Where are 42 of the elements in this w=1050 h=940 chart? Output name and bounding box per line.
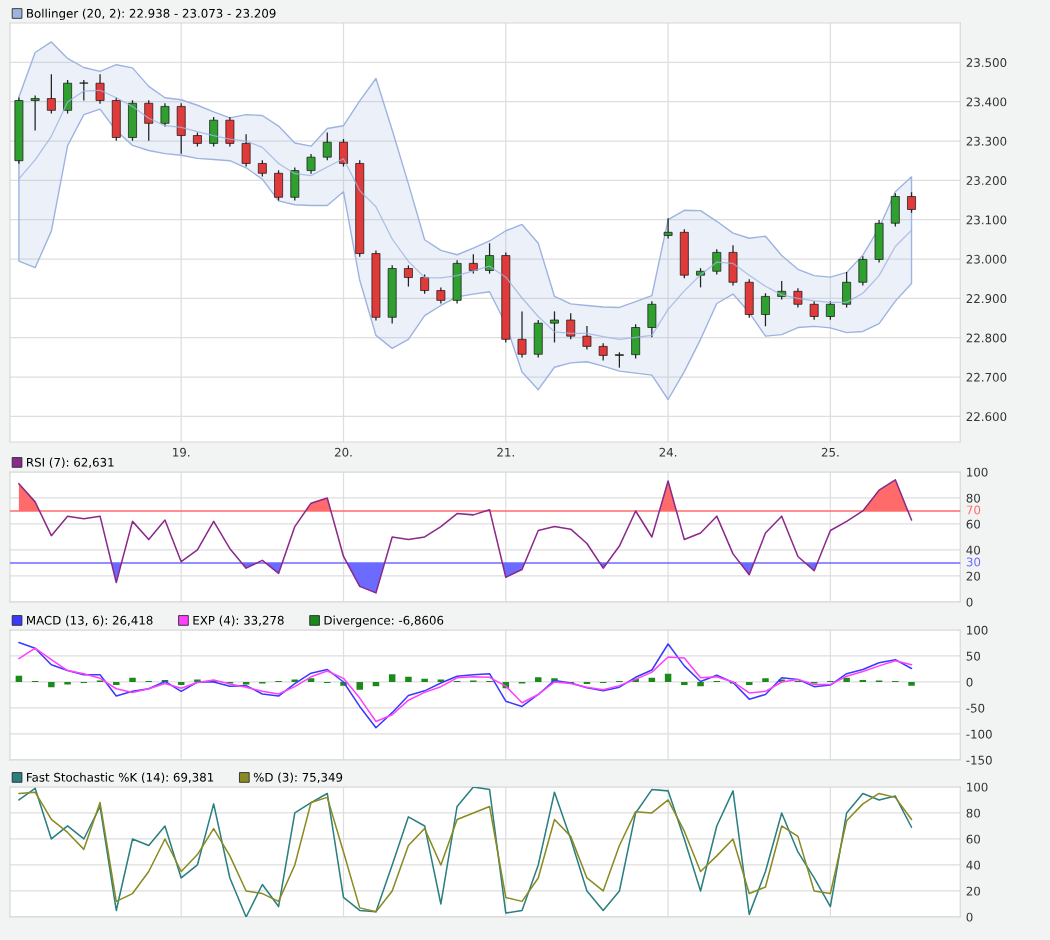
y-tick-label: -100 <box>966 729 992 739</box>
y-tick-label: 22.600 <box>966 412 1007 422</box>
y-tick-label: 80 <box>966 493 981 503</box>
y-tick-label: 23.200 <box>966 176 1007 186</box>
legend-label: EXP (4): 33,278 <box>193 615 284 627</box>
legend-label: Bollinger (20, 2): 22.938 - 23.073 - 23.209 <box>27 8 276 21</box>
legend-label: MACD (13, 6): 26,418 <box>27 615 153 627</box>
y-tick-label: 23.100 <box>966 215 1007 225</box>
y-tick-label: 22.800 <box>966 333 1007 343</box>
y-tick-label: 23.500 <box>966 58 1007 68</box>
y-tick-label: 20 <box>966 571 981 581</box>
y-tick-label: 20 <box>966 886 981 896</box>
y-tick-label: 60 <box>966 834 981 844</box>
x-tick-label: 21. <box>497 447 514 457</box>
legend-label: Fast Stochastic %K (14): 69,381 <box>27 772 214 784</box>
y-tick-label: 40 <box>966 860 981 870</box>
y-tick-label: 0 <box>966 677 973 687</box>
y-tick-label: -50 <box>966 703 985 713</box>
legend-label: RSI (7): 62,631 <box>27 457 114 469</box>
y-tick-label: 60 <box>966 519 981 529</box>
x-tick-label: 25. <box>821 447 839 457</box>
y-tick-label: 0 <box>966 912 973 922</box>
y-tick-label: 23.400 <box>966 97 1007 107</box>
y-tick-label: 100 <box>967 625 988 635</box>
y-tick-label: 50 <box>966 651 981 661</box>
legend-label: Divergence: -6,8606 <box>324 615 444 628</box>
ref-line-label: 70 <box>966 505 981 515</box>
y-tick-label: -150 <box>966 755 992 765</box>
ref-line-label: 30 <box>966 557 981 567</box>
y-tick-label: 23.300 <box>966 136 1007 146</box>
y-tick-label: 22.900 <box>966 294 1007 304</box>
y-tick-label: 80 <box>966 808 981 818</box>
y-tick-label: 23.000 <box>966 254 1007 264</box>
x-tick-label: 24. <box>659 447 677 457</box>
y-tick-label: 22.700 <box>966 372 1007 382</box>
y-tick-label: 100 <box>967 467 988 477</box>
y-tick-label: 40 <box>966 545 981 555</box>
x-tick-label: 20. <box>334 447 352 457</box>
y-tick-label: 100 <box>967 782 988 792</box>
x-tick-label: 19. <box>173 447 190 457</box>
legend-label: %D (3): 75,349 <box>253 772 343 784</box>
y-tick-label: 0 <box>966 597 973 607</box>
